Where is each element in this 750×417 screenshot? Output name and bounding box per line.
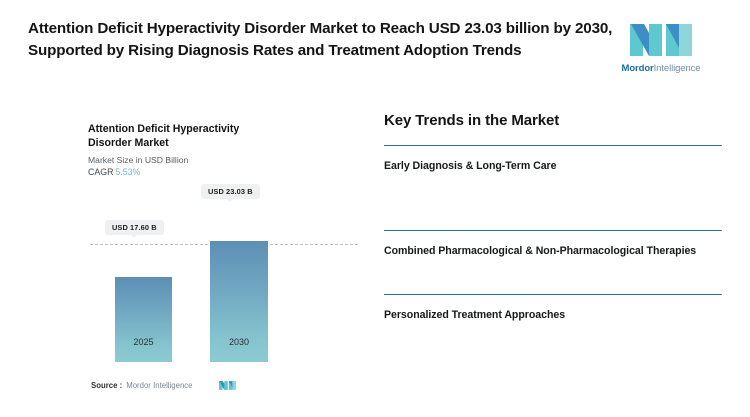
trend-label-2: Combined Pharmacological & Non-Pharmacol… [384,245,697,258]
x-tick-2030: 2030 [228,337,250,347]
trend-item-2[interactable]: Combined Pharmacological & Non-Pharmacol… [384,230,722,259]
bar-2025[interactable] [115,277,172,362]
brand-wordmark-light: Intelligence [653,63,701,74]
bar-value-badge-2025: USD 17.60 B [105,220,164,238]
trends-heading: Key Trends in the Market [384,112,560,129]
bar-chart-plot: USD 17.60 B USD 23.03 B 2025 2030 [88,184,378,362]
chart-title: Attention Deficit Hyperactivity Disorder… [88,123,240,150]
brand-logo: MordorIntelligence [613,20,709,74]
trend-divider-3 [384,294,722,296]
cagr-value: 5.53% [115,167,141,178]
chart-cagr: CAGR 5.53% [88,167,378,177]
page-header: Attention Deficit Hyperactivity Disorder… [0,0,750,96]
bar-value-badge-2030: USD 23.03 B [201,184,260,202]
trend-spacer-1 [384,174,722,230]
page-title: Attention Deficit Hyperactivity Disorder… [28,20,613,59]
trend-spacer-2 [384,259,722,294]
key-trends-panel: Key Trends in the Market Early Diagnosis… [384,112,722,323]
chart-source: Source : Mordor Intelligence [91,380,381,391]
mordor-m-logo-small-icon [218,381,236,390]
x-tick-2025: 2025 [133,337,154,347]
trend-divider-2 [384,230,722,232]
mordor-m-logo-icon [630,24,692,56]
trend-label-1: Early Diagnosis & Long-Term Care [384,160,557,172]
cagr-label: CAGR [88,167,114,178]
trend-item-1[interactable]: Early Diagnosis & Long-Term Care [384,145,722,174]
brand-wordmark-bold: Mordor [621,63,654,74]
market-size-chart-panel: Attention Deficit Hyperactivity Disorder… [88,122,378,407]
trend-label-3: Personalized Treatment Approaches [384,309,566,322]
bar-2030[interactable] [210,241,268,362]
brand-wordmark: MordorIntelligence [622,63,701,74]
source-value: Mordor Intelligence [126,381,193,390]
source-label: Source : [91,381,123,390]
trend-divider-1 [384,145,722,146]
trend-item-3[interactable]: Personalized Treatment Approaches [384,294,722,323]
chart-subtitle: Market Size in USD Billion [88,155,189,166]
